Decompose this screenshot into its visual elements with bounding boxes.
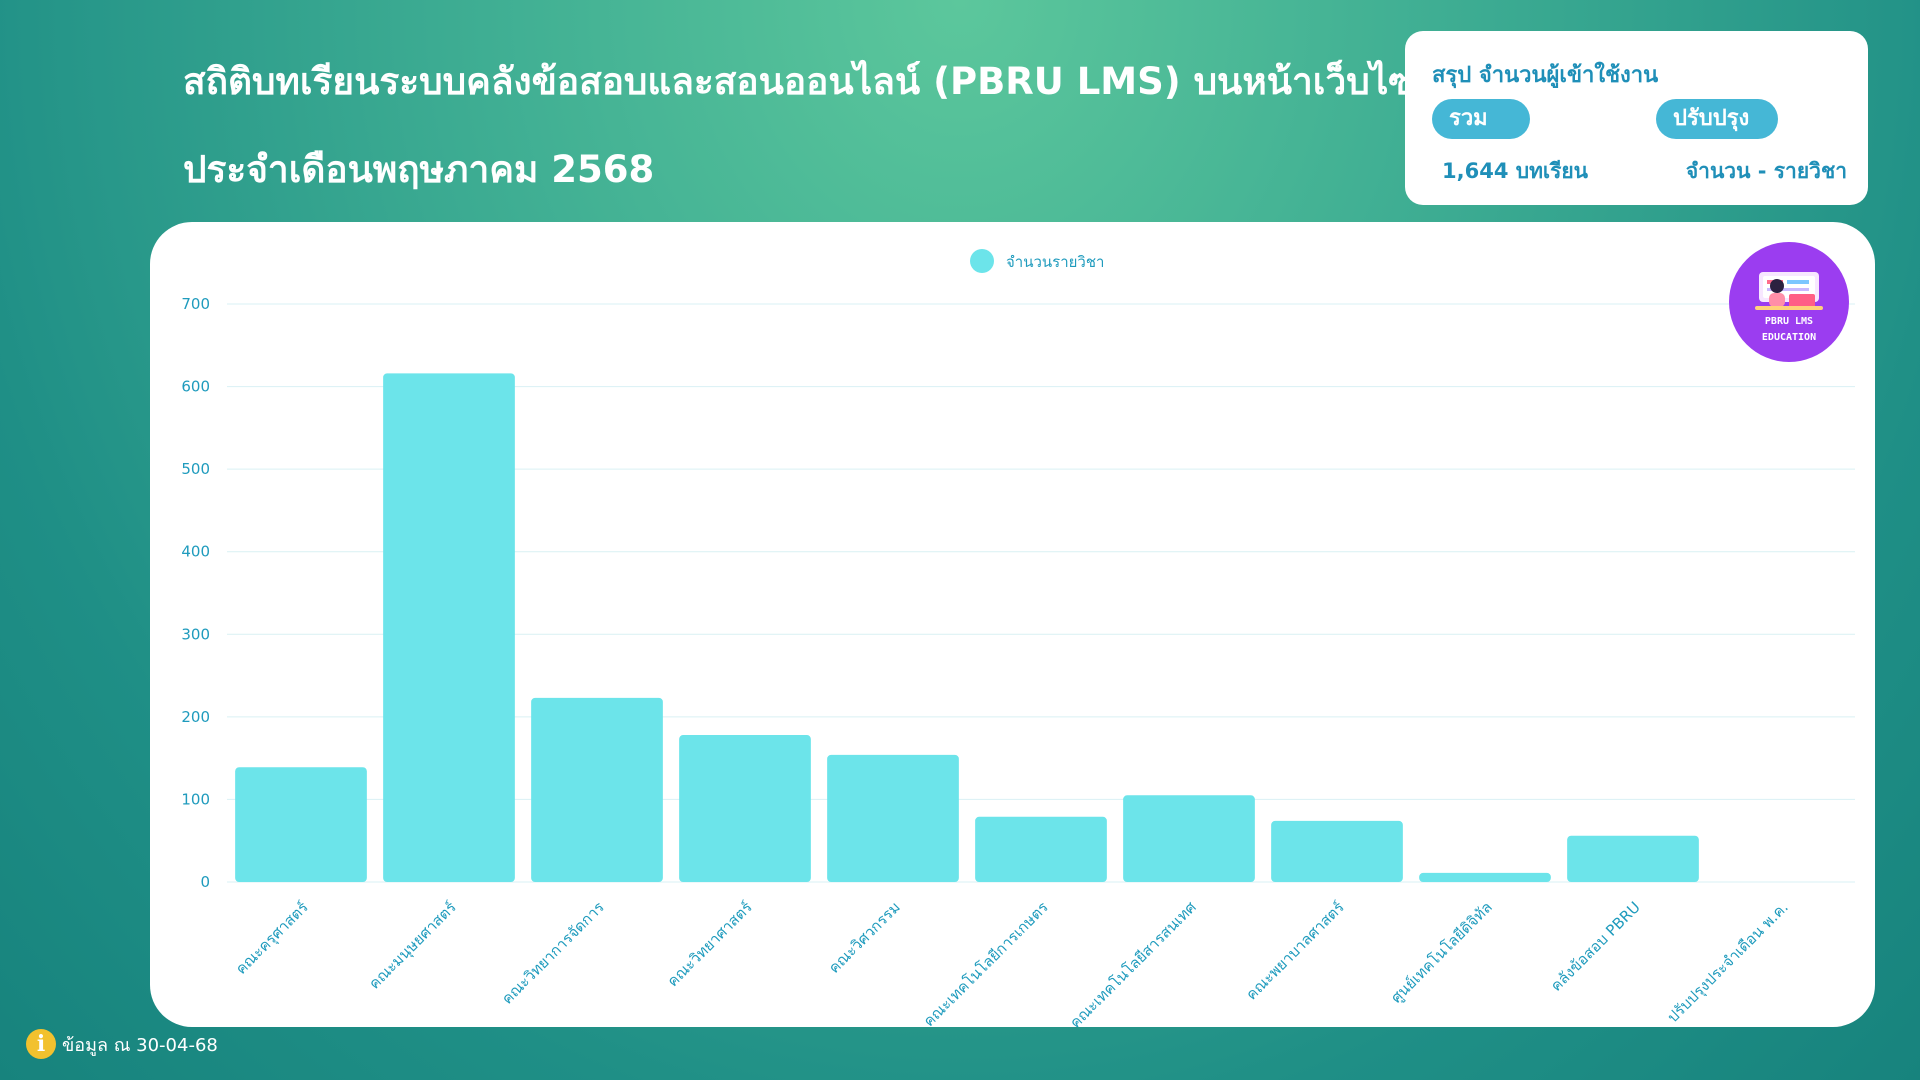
y-tick-label: 700 [181,295,210,313]
bar [1419,872,1551,882]
bar [679,735,811,882]
bar [1567,835,1699,882]
teacher-computer-icon: PBRU LMS EDUCATION [1755,272,1823,343]
x-tick-label: ปรับปรุงประจำเดือน พ.ค. [1664,898,1793,1027]
bar-chart: 0 100 200 300 400 500 600 700 คณะครุศาสตร์ คณะมนุ… [181,249,1855,1027]
x-tick-label: คณะวิทยาการจัดการ [498,898,608,1008]
bar [1123,795,1255,882]
bar [827,754,959,882]
update-badge: ปรับปรุง [1656,99,1778,139]
y-tick-label: 0 [200,873,210,891]
total-value: 1,644 บทเรียน [1442,159,1589,183]
x-tick-label: คณะวิศวกรรม [825,898,904,977]
bar [531,697,663,882]
y-tick-label: 500 [181,460,210,478]
total-badge: รวม [1432,99,1530,139]
x-tick-label: คณะมนุษยศาสตร์ [365,898,460,993]
summary-card: สรุป จำนวนผู้เข้าใช้งาน รวม ปรับปรุง 1,6… [1405,31,1868,205]
x-tick-label: คลังข้อสอบ PBRU [1547,898,1644,995]
legend-label: จำนวนรายวิชา [1006,253,1104,271]
y-tick-label: 200 [181,708,210,726]
logo-line2: EDUCATION [1762,332,1816,343]
x-tick-label: ศูนย์เทคโนโลยีดิจิทัล [1387,898,1496,1007]
bar [235,767,367,882]
y-tick-label: 100 [181,790,210,808]
page-subtitle: ประจำเดือนพฤษภาคม 2568 [183,148,655,191]
page-title: สถิติบทเรียนระบบคลังข้อสอบและสอนออนไลน์ … [183,60,1438,103]
chart-card: 0 100 200 300 400 500 600 700 คณะครุศาสตร์ คณะมนุ… [150,222,1875,1027]
legend-swatch [970,249,994,273]
logo-line1: PBRU LMS [1765,316,1813,327]
bar [1271,820,1403,882]
info-icon: i [26,1029,56,1059]
x-tick-label: คณะวิทยาศาสตร์ [664,898,756,990]
bar [975,816,1107,882]
update-value: จำนวน - รายวิชา [1685,159,1847,183]
pbru-lms-logo: PBRU LMS EDUCATION [1729,242,1849,362]
x-tick-label: คณะพยาบาลศาสตร์ [1242,898,1347,1003]
x-tick-label: คณะเทคโนโลยีสารสนเทศ [1066,898,1200,1027]
x-tick-label: คณะเทคโนโลยีการเกษตร [920,898,1052,1027]
data-date-label: ข้อมูล ณ 30-04-68 [62,1034,218,1056]
x-tick-label: คณะครุศาสตร์ [232,898,313,979]
y-tick-label: 600 [181,378,210,396]
summary-title: สรุป จำนวนผู้เข้าใช้งาน [1432,63,1659,88]
y-tick-label: 300 [181,625,210,643]
footer-note: i ข้อมูล ณ 30-04-68 [26,1028,218,1060]
y-tick-label: 400 [181,543,210,561]
bar [383,373,515,882]
